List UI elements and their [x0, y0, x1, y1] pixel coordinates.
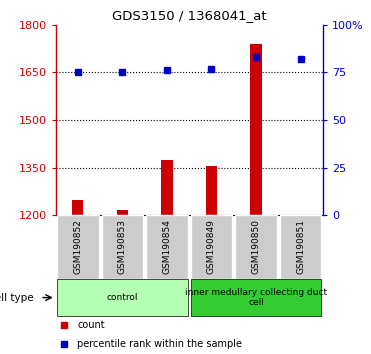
Bar — [57, 215, 99, 279]
Bar — [117, 210, 128, 215]
Bar — [280, 215, 321, 279]
Bar — [250, 44, 262, 215]
Text: inner medullary collecting duct
cell: inner medullary collecting duct cell — [185, 288, 327, 307]
Text: GSM190853: GSM190853 — [118, 219, 127, 274]
Text: control: control — [107, 293, 138, 302]
Bar — [235, 215, 277, 279]
Text: GSM190854: GSM190854 — [162, 219, 171, 274]
Text: GSM190852: GSM190852 — [73, 219, 82, 274]
Text: cell type: cell type — [0, 293, 33, 303]
Bar — [146, 215, 188, 279]
Bar — [191, 279, 321, 316]
Bar — [102, 215, 143, 279]
Text: GSM190850: GSM190850 — [252, 219, 260, 274]
Bar — [191, 215, 232, 279]
Text: percentile rank within the sample: percentile rank within the sample — [77, 339, 242, 349]
Bar — [72, 200, 83, 215]
Bar — [57, 279, 188, 316]
Text: count: count — [77, 320, 105, 330]
Text: GSM190851: GSM190851 — [296, 219, 305, 274]
Bar — [161, 160, 173, 215]
Title: GDS3150 / 1368041_at: GDS3150 / 1368041_at — [112, 9, 266, 22]
Bar — [206, 166, 217, 215]
Text: GSM190849: GSM190849 — [207, 219, 216, 274]
